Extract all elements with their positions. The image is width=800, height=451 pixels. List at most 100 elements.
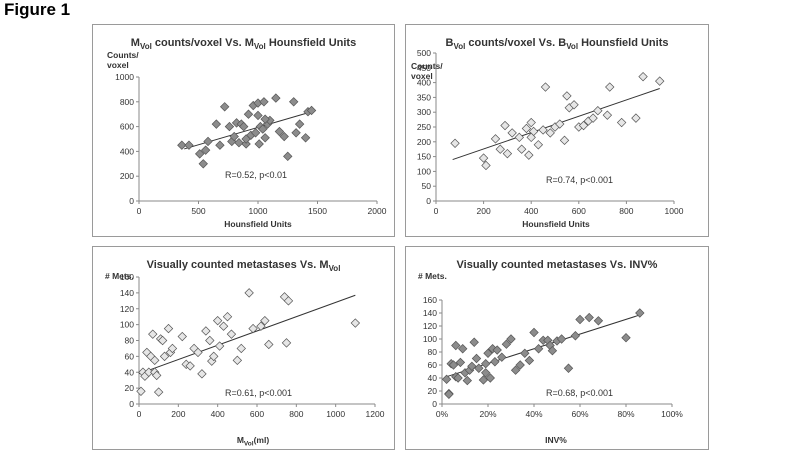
data-point bbox=[515, 360, 525, 370]
data-point bbox=[201, 326, 211, 336]
data-point bbox=[157, 335, 168, 346]
data-point bbox=[490, 134, 501, 144]
y-tick-label: 150 bbox=[417, 152, 431, 162]
data-point bbox=[521, 123, 532, 134]
data-point bbox=[200, 145, 211, 155]
data-point bbox=[616, 117, 627, 128]
data-point bbox=[451, 340, 461, 351]
data-point bbox=[281, 338, 292, 348]
data-point bbox=[219, 102, 230, 112]
x-tick-label: 20% bbox=[479, 409, 496, 419]
y-axis-label: # Mets. bbox=[105, 271, 134, 281]
data-point bbox=[283, 296, 294, 306]
data-point bbox=[254, 139, 264, 149]
data-point bbox=[259, 97, 269, 107]
data-point bbox=[529, 327, 539, 338]
data-point bbox=[441, 374, 452, 384]
x-tick-label: 400 bbox=[211, 409, 225, 419]
data-point bbox=[584, 312, 594, 323]
x-tick-label: 200 bbox=[477, 206, 491, 216]
data-point bbox=[239, 121, 249, 132]
data-point bbox=[300, 133, 311, 143]
x-tick-label: 0% bbox=[436, 409, 449, 419]
x-axis-label: INV% bbox=[545, 435, 567, 445]
data-point bbox=[524, 355, 535, 366]
y-tick-label: 160 bbox=[120, 272, 134, 282]
chart-title: BVol counts/voxel Vs. BVol Hounsfield Un… bbox=[445, 37, 669, 52]
data-point bbox=[260, 315, 270, 326]
y-tick-label: 0 bbox=[426, 196, 431, 206]
data-point bbox=[150, 355, 160, 366]
data-point bbox=[467, 361, 477, 371]
data-point bbox=[621, 333, 631, 343]
y-tick-label: 20 bbox=[125, 383, 135, 393]
data-point bbox=[655, 76, 665, 86]
data-point bbox=[602, 110, 613, 120]
data-point bbox=[215, 140, 225, 150]
data-point bbox=[159, 351, 170, 362]
y-tick-label: 80 bbox=[125, 336, 135, 346]
x-tick-label: 1000 bbox=[249, 206, 268, 216]
y-tick-label: 60 bbox=[125, 351, 135, 361]
data-point bbox=[226, 329, 237, 339]
data-point bbox=[289, 97, 299, 107]
x-axis-label: MVol(ml) bbox=[236, 435, 270, 448]
x-tick-label: 0 bbox=[137, 409, 142, 419]
data-point bbox=[256, 321, 266, 331]
data-point bbox=[524, 150, 534, 160]
data-point bbox=[291, 128, 301, 138]
data-point bbox=[148, 329, 158, 339]
data-point bbox=[283, 151, 293, 162]
data-point bbox=[570, 331, 581, 341]
data-point bbox=[458, 344, 468, 354]
x-tick-label: 800 bbox=[289, 409, 303, 419]
y-tick-label: 0 bbox=[432, 399, 437, 409]
y-tick-label: 140 bbox=[120, 288, 134, 298]
data-point bbox=[453, 373, 463, 383]
data-point bbox=[136, 386, 146, 396]
data-point bbox=[500, 120, 510, 131]
data-point bbox=[218, 321, 229, 331]
data-point bbox=[448, 360, 459, 370]
data-point bbox=[212, 315, 223, 326]
data-point bbox=[185, 361, 195, 371]
x-tick-label: 80% bbox=[617, 409, 634, 419]
y-tick-label: 600 bbox=[120, 122, 134, 132]
data-point bbox=[248, 323, 258, 334]
y-tick-label: 100 bbox=[417, 166, 431, 176]
y-tick-label: 160 bbox=[423, 295, 437, 305]
data-point bbox=[638, 71, 648, 82]
data-point bbox=[562, 91, 572, 101]
y-tick-label: 200 bbox=[417, 137, 431, 147]
figure-title: Figure 1 bbox=[4, 0, 71, 19]
data-point bbox=[520, 348, 530, 358]
data-point bbox=[569, 100, 579, 110]
x-tick-label: 2000 bbox=[368, 206, 387, 216]
y-tick-label: 0 bbox=[129, 399, 134, 409]
y-tick-label: 0 bbox=[129, 196, 134, 206]
correlation-annotation: R=0.52, p<0.01 bbox=[225, 170, 288, 180]
data-point bbox=[184, 140, 194, 150]
scatter-plot-3: 0 20 40 60 80 100 120 140 160 0 200 400 600 800 1000 12… bbox=[120, 272, 385, 419]
data-point bbox=[516, 144, 527, 154]
data-point bbox=[478, 153, 489, 163]
x-tick-label: 60% bbox=[571, 409, 588, 419]
data-point bbox=[203, 136, 213, 147]
x-tick-label: 500 bbox=[191, 206, 205, 216]
y-tick-label: 50 bbox=[422, 181, 432, 191]
data-point bbox=[547, 346, 558, 356]
y-tick-label: 100 bbox=[423, 334, 437, 344]
x-tick-label: 0 bbox=[434, 206, 439, 216]
y-tick-label: 400 bbox=[417, 78, 431, 88]
x-tick-label: 200 bbox=[171, 409, 185, 419]
trend-line bbox=[138, 294, 356, 375]
data-point bbox=[193, 347, 203, 358]
y-tick-label: 200 bbox=[120, 171, 134, 181]
data-point bbox=[209, 351, 219, 362]
data-point bbox=[474, 363, 484, 373]
data-point bbox=[152, 370, 162, 381]
y-tick-label: 20 bbox=[428, 386, 438, 396]
data-point bbox=[469, 337, 479, 347]
data-point bbox=[481, 368, 491, 378]
data-point bbox=[471, 353, 482, 364]
